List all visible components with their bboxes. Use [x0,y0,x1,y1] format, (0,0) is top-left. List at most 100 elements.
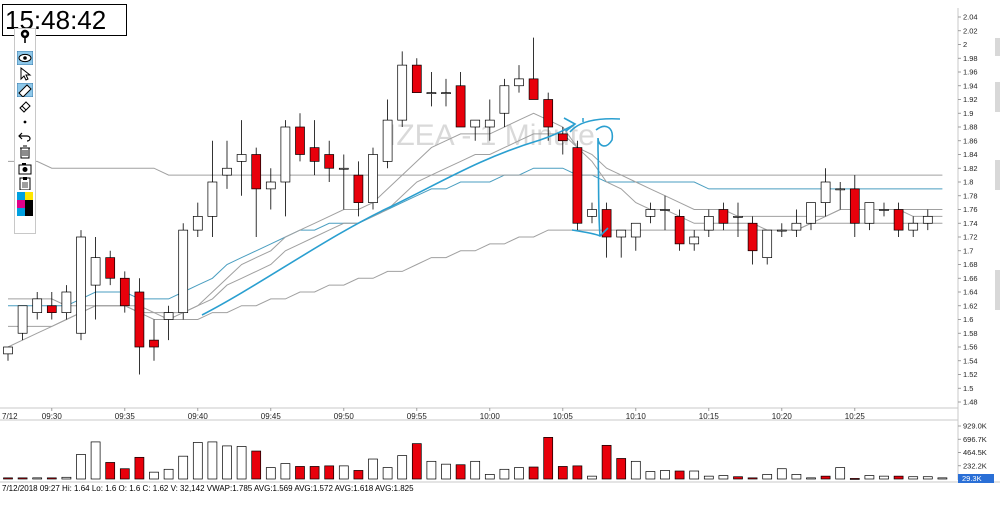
volume-bar [207,441,218,480]
candle-body [90,257,101,286]
volume-bar [32,477,43,480]
candle-body [265,181,276,190]
candle-body [806,202,816,224]
price-tick-label: 1.48 [963,398,978,407]
volume-bar [893,475,904,480]
volume-bar [543,437,554,480]
candle-body [426,92,437,94]
candle [280,120,291,217]
candle [411,58,422,93]
candle-body [543,99,554,128]
candle [922,209,933,231]
volume-bar [820,475,831,480]
camera-icon[interactable] [17,161,33,175]
clipboard-icon[interactable] [17,176,33,190]
drawn-curve-mark [569,118,621,133]
candle [236,120,247,196]
undo-icon[interactable] [17,129,33,143]
candle [762,229,773,265]
candle-body [660,209,670,211]
candle [674,209,685,251]
volume-bar [441,463,451,480]
candle [908,216,919,237]
volume-bars [3,437,948,480]
eye-icon[interactable] [17,51,33,65]
volume-bar [236,446,247,480]
volume-bar [251,450,262,480]
candle-body [514,78,524,87]
volume-bar [192,442,203,480]
price-tick-label: 1.62 [963,301,978,310]
volume-bar [163,468,174,480]
volume-bar [630,460,641,480]
candle-body [178,229,189,313]
time-tick-label: 09:55 [407,412,428,421]
candle [470,119,481,141]
volume-bar [382,467,393,480]
volume-bar [119,468,130,480]
scrollbar-segment-4[interactable] [995,270,1000,310]
candle [660,195,670,231]
ruler-icon[interactable] [17,83,33,97]
candle-body [46,305,57,313]
candle [119,271,130,313]
time-tick-label: 09:45 [261,412,282,421]
candle-body [324,154,335,169]
volume-bar [703,475,714,480]
candle [178,223,189,320]
candle-body [630,222,641,238]
candle [397,51,408,127]
price-tick-label: 1.76 [963,205,978,214]
candle [3,346,13,361]
candle [134,278,145,375]
palette-icon[interactable] [17,192,33,218]
candle-body [119,277,130,307]
pin-icon[interactable] [17,29,33,43]
scrollbar-segment-3[interactable] [995,160,1000,190]
time-tick-label: 09:35 [115,412,136,421]
candle [747,216,758,265]
volume-bar [353,470,364,480]
price-tick-label: 1.98 [963,54,978,63]
price-tick-label: 1.56 [963,343,978,352]
candle-body [557,133,568,142]
volume-bar [922,476,933,480]
dot-icon[interactable] [17,115,33,129]
candle-body [236,154,247,162]
price-tick-label: 1.52 [963,370,978,379]
candle [557,127,568,155]
candle-body [572,147,583,224]
volume-bar [90,441,101,480]
candle [46,292,57,320]
volume-bar [616,458,627,480]
candle [324,140,335,182]
candle [382,99,393,169]
volume-bar [718,475,729,480]
candle-body [309,147,320,162]
candle-body [908,222,919,231]
eraser-icon[interactable] [17,99,33,113]
drawn-down-arrowhead [571,227,609,237]
candle-body [251,154,262,190]
scrollbar-segment-2[interactable] [995,82,1000,112]
volume-bar [660,470,670,480]
volume-bar [280,463,291,480]
candle-body [295,126,305,155]
scrollbar-segment-top[interactable] [995,38,1000,56]
candle [879,202,889,217]
candle-body [849,188,860,224]
candle [630,222,641,251]
series-line-vwap-0 [8,167,943,307]
candle [32,292,43,320]
trash-icon[interactable] [17,145,33,159]
time-tick-label: 10:10 [626,412,647,421]
candle [76,230,86,341]
candle [17,305,28,341]
candle-body [338,167,349,170]
candle-body [411,64,422,93]
time-tick-label: 10:00 [480,412,501,421]
pointer-icon[interactable] [17,67,33,81]
price-tick-label: 1.66 [963,274,978,283]
volume-bar [470,460,481,480]
